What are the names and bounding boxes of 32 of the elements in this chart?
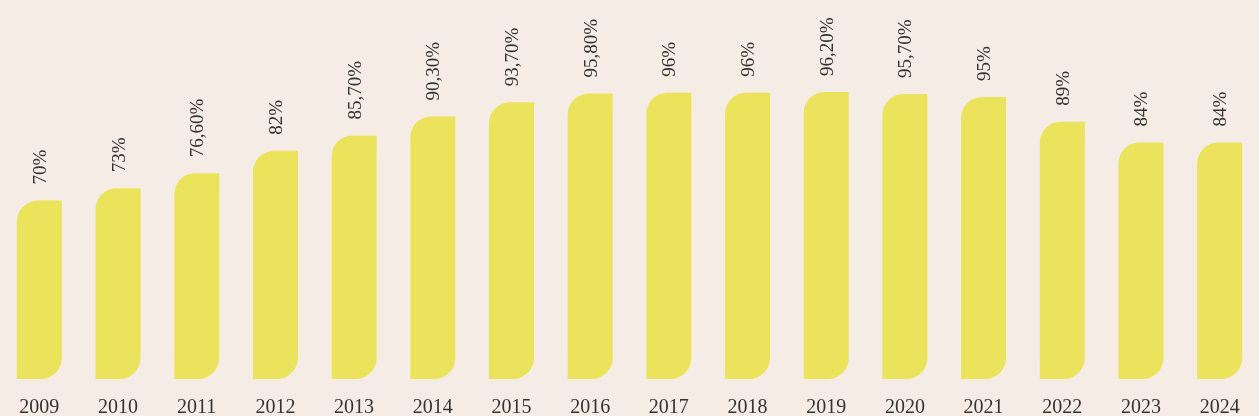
data-label: 93,70% — [500, 27, 522, 87]
data-label: 84% — [1209, 91, 1231, 127]
data-label: 73% — [107, 137, 129, 173]
data-label: 85,70% — [343, 60, 365, 120]
x-tick-label: 2022 — [1042, 395, 1083, 416]
x-tick-label: 2017 — [648, 395, 689, 416]
x-tick-label: 2016 — [570, 395, 611, 416]
data-label: 90,30% — [422, 41, 444, 101]
x-tick-label: 2019 — [806, 395, 847, 416]
data-label: 95,80% — [579, 18, 601, 78]
x-tick-label: 2021 — [963, 395, 1004, 416]
x-tick-label: 2023 — [1120, 395, 1161, 416]
data-label: 76,60% — [186, 98, 208, 158]
data-label: 95,70% — [894, 19, 916, 78]
x-tick-label: 2009 — [19, 395, 60, 416]
x-tick-label: 2010 — [98, 395, 139, 416]
x-tick-label: 2012 — [255, 395, 296, 416]
x-tick-label: 2024 — [1199, 395, 1240, 416]
x-tick-label: 2018 — [727, 395, 768, 416]
data-label: 89% — [1051, 70, 1073, 106]
data-label: 95% — [973, 45, 995, 81]
x-tick-label: 2014 — [412, 395, 453, 416]
data-label: 84% — [1130, 91, 1152, 127]
data-label: 82% — [264, 99, 286, 135]
x-tick-label: 2020 — [884, 395, 925, 416]
data-label: 96,20% — [815, 17, 837, 76]
data-label: 96% — [658, 41, 680, 77]
x-tick-label: 2011 — [177, 395, 217, 416]
x-tick-label: 2013 — [334, 395, 375, 416]
data-label: 70% — [28, 149, 50, 185]
data-label: 96% — [737, 41, 759, 77]
x-tick-label: 2015 — [491, 395, 532, 416]
